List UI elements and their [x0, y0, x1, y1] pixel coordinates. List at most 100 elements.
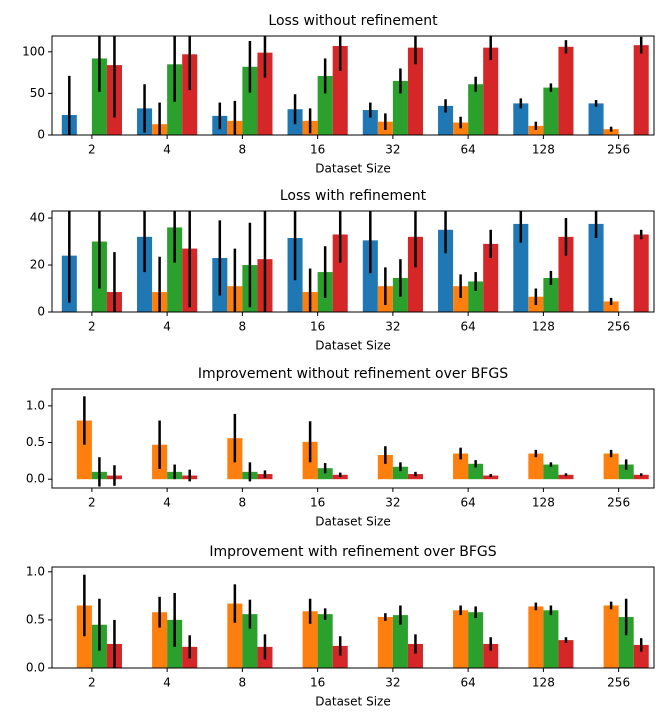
axes-frame — [51, 566, 655, 669]
bar — [483, 475, 499, 480]
x-axis-label: Dataset Size — [315, 339, 390, 353]
bar — [618, 617, 634, 668]
bar — [468, 84, 484, 135]
bar — [407, 47, 423, 135]
bar — [76, 605, 92, 668]
bar — [543, 610, 559, 668]
y-tick-label: 20 — [30, 258, 45, 272]
bar — [242, 614, 258, 668]
x-tick-label: 256 — [607, 320, 630, 334]
axes-frame — [51, 210, 655, 313]
bar — [633, 474, 649, 480]
x-tick-label: 8 — [239, 496, 247, 510]
bar — [377, 617, 393, 668]
bar — [407, 474, 423, 480]
x-tick-label: 4 — [163, 676, 171, 690]
x-tick-label: 2 — [88, 676, 96, 690]
bar — [453, 453, 469, 480]
x-tick-label: 4 — [163, 320, 171, 334]
bar — [558, 474, 574, 480]
y-tick-label: 100 — [22, 44, 45, 58]
bar — [392, 466, 408, 480]
bar — [543, 87, 559, 135]
plot-area — [61, 211, 649, 312]
x-tick-label: 128 — [532, 320, 555, 334]
x-tick-label: 64 — [460, 496, 475, 510]
x-tick-label: 64 — [460, 320, 475, 334]
bar — [588, 223, 604, 312]
bar — [483, 47, 499, 135]
bar — [468, 463, 484, 480]
x-tick-label: 16 — [310, 143, 325, 157]
bar — [633, 644, 649, 668]
bar — [468, 281, 484, 312]
bar — [167, 227, 183, 312]
x-tick-label: 32 — [385, 676, 400, 690]
bar — [453, 286, 469, 312]
bar — [227, 603, 243, 668]
x-tick-label: 16 — [310, 676, 325, 690]
bar — [603, 301, 619, 312]
bar — [332, 234, 348, 312]
x-tick-label: 8 — [239, 143, 247, 157]
bar — [182, 54, 198, 135]
x-tick-label: 128 — [532, 143, 555, 157]
bar — [392, 80, 408, 135]
chart-title: Improvement without refinement over BFGS — [198, 366, 508, 382]
bar — [362, 110, 378, 135]
x-axis-label: Dataset Size — [315, 162, 390, 176]
bar — [76, 420, 92, 480]
bar — [558, 46, 574, 135]
x-tick-label: 256 — [607, 676, 630, 690]
x-tick-label: 8 — [239, 320, 247, 334]
bar — [453, 122, 469, 135]
bar — [558, 640, 574, 668]
y-tick-label: 0.0 — [26, 661, 45, 675]
bar — [453, 610, 469, 668]
x-tick-label: 64 — [460, 676, 475, 690]
bar — [438, 229, 454, 312]
x-tick-label: 4 — [163, 496, 171, 510]
bar — [317, 468, 333, 480]
y-tick-label: 0 — [37, 128, 45, 142]
bar — [317, 75, 333, 135]
plot-area — [61, 36, 649, 135]
x-tick-label: 64 — [460, 143, 475, 157]
x-tick-label: 4 — [163, 143, 171, 157]
bar — [91, 58, 107, 135]
x-tick-label: 2 — [88, 143, 96, 157]
bar — [137, 236, 153, 312]
chart-title: Loss without refinement — [268, 13, 438, 29]
bar — [483, 643, 499, 668]
plot-area — [76, 396, 649, 487]
bar — [438, 105, 454, 135]
bar — [513, 103, 529, 135]
bar — [407, 643, 423, 668]
bar — [603, 453, 619, 480]
bar — [603, 605, 619, 668]
x-tick-label: 32 — [385, 320, 400, 334]
bar — [468, 612, 484, 668]
bar — [513, 223, 529, 312]
axes-frame — [51, 388, 655, 489]
bar — [242, 66, 258, 135]
y-tick-label: 1.0 — [26, 398, 45, 412]
bar — [543, 464, 559, 480]
plot-area — [76, 574, 649, 668]
bar — [618, 464, 634, 480]
y-tick-label: 50 — [30, 86, 45, 100]
x-tick-label: 2 — [88, 320, 96, 334]
x-tick-label: 16 — [310, 320, 325, 334]
bar — [257, 52, 273, 135]
x-tick-label: 32 — [385, 496, 400, 510]
bar — [392, 615, 408, 668]
x-axis-label: Dataset Size — [315, 695, 390, 709]
axes-frame — [51, 35, 655, 136]
bar — [362, 240, 378, 312]
x-tick-label: 2 — [88, 496, 96, 510]
bar — [377, 455, 393, 480]
y-tick-label: 1.0 — [26, 564, 45, 578]
bar — [528, 453, 544, 480]
bar — [483, 243, 499, 312]
